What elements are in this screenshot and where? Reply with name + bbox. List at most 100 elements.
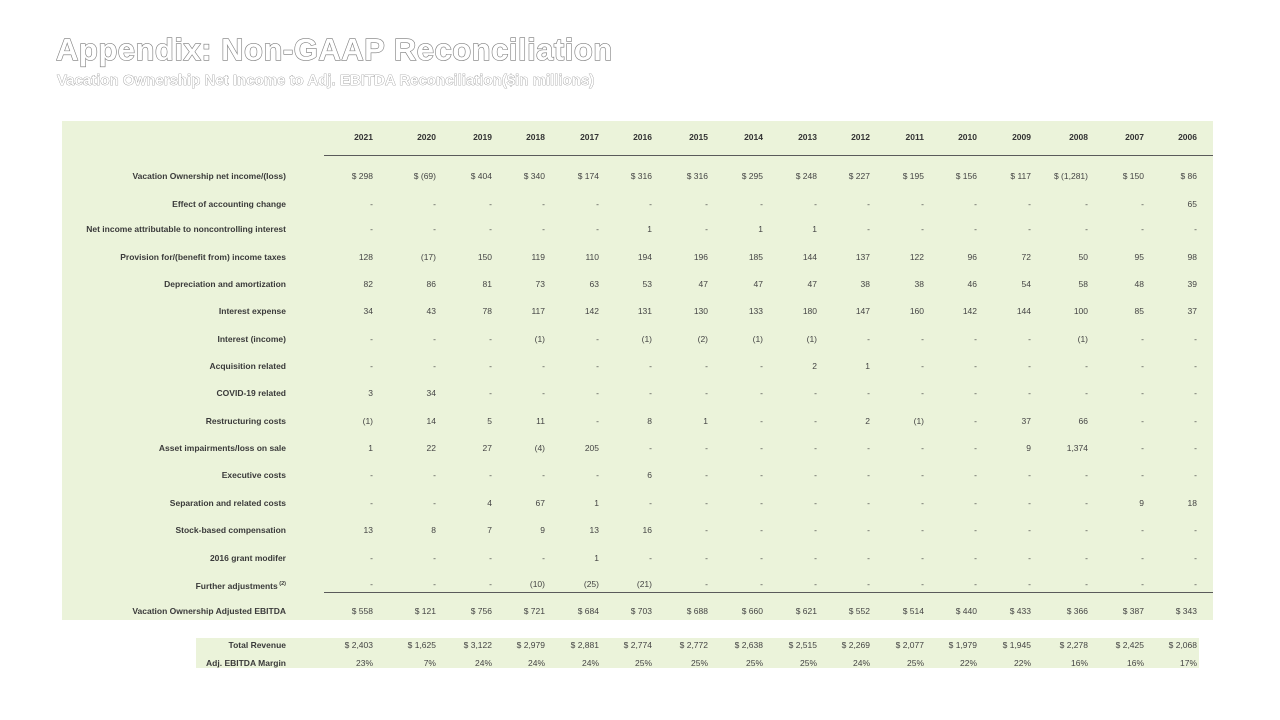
table-cell: 7% xyxy=(423,658,436,668)
year-header: 2017 xyxy=(580,132,599,142)
table-cell: 110 xyxy=(585,252,599,262)
table-cell: $ 2,772 xyxy=(679,640,708,650)
table-cell: - xyxy=(1141,224,1144,234)
reconciliation-table xyxy=(62,121,1213,620)
table-cell: - xyxy=(489,224,492,234)
table-cell: $ 3,122 xyxy=(463,640,492,650)
table-cell: - xyxy=(1085,553,1088,563)
table-cell: - xyxy=(705,579,708,589)
table-cell: - xyxy=(814,416,817,426)
table-cell: - xyxy=(921,361,924,371)
table-cell: - xyxy=(921,224,924,234)
table-cell: $ 156 xyxy=(955,171,977,181)
table-cell: - xyxy=(1194,443,1197,453)
table-cell: $ 1,625 xyxy=(407,640,436,650)
table-cell: $ 316 xyxy=(630,171,652,181)
table-cell: $ 387 xyxy=(1122,606,1144,616)
table-cell: (1) xyxy=(806,334,817,344)
table-cell: 1 xyxy=(368,443,373,453)
table-cell: $ 227 xyxy=(848,171,870,181)
table-cell: - xyxy=(433,553,436,563)
table-cell: - xyxy=(814,525,817,535)
table-cell: - xyxy=(370,498,373,508)
table-cell: 18 xyxy=(1187,498,1197,508)
table-cell: - xyxy=(1141,525,1144,535)
table-cell: - xyxy=(1141,416,1144,426)
table-cell: 160 xyxy=(909,306,924,316)
table-cell: $ 2,638 xyxy=(734,640,763,650)
table-cell: - xyxy=(1141,361,1144,371)
table-cell: - xyxy=(974,579,977,589)
table-cell: - xyxy=(433,579,436,589)
row-label-text: Adj. EBITDA Margin xyxy=(206,658,286,668)
table-cell: $ 195 xyxy=(902,171,924,181)
table-cell: $ 756 xyxy=(470,606,492,616)
table-cell: $ 404 xyxy=(470,171,492,181)
table-cell: - xyxy=(649,553,652,563)
page-title: Appendix: Non-GAAP Reconciliation xyxy=(55,31,613,67)
table-cell: (4) xyxy=(534,443,545,453)
table-cell: - xyxy=(649,361,652,371)
row-label-text: Further adjustments xyxy=(195,580,278,591)
table-cell: - xyxy=(974,470,977,480)
table-cell: - xyxy=(760,470,763,480)
table-cell: - xyxy=(370,579,373,589)
table-cell: - xyxy=(921,388,924,398)
table-cell: - xyxy=(1085,470,1088,480)
table-cell: - xyxy=(433,224,436,234)
row-label-text: COVID-19 related xyxy=(216,388,286,398)
table-cell: - xyxy=(705,199,708,209)
table-cell: 194 xyxy=(637,252,652,262)
table-cell: 58 xyxy=(1078,279,1088,289)
year-header: 2016 xyxy=(633,132,652,142)
table-cell: - xyxy=(370,224,373,234)
table-cell: - xyxy=(433,498,436,508)
table-cell: 1 xyxy=(594,498,599,508)
table-cell: 34 xyxy=(426,388,436,398)
table-cell: - xyxy=(649,199,652,209)
table-cell: $ 2,979 xyxy=(516,640,545,650)
row-label: Separation and related costs xyxy=(0,496,286,510)
row-label: Vacation Ownership Adjusted EBITDA xyxy=(0,604,286,618)
table-cell: $ 295 xyxy=(741,171,763,181)
table-cell: $ 248 xyxy=(795,171,817,181)
table-cell: - xyxy=(1028,334,1031,344)
year-header: 2018 xyxy=(526,132,545,142)
table-cell: $ 2,077 xyxy=(895,640,924,650)
table-cell: 96 xyxy=(967,252,977,262)
table-cell: 16 xyxy=(642,525,652,535)
table-cell: 119 xyxy=(531,252,545,262)
table-cell: 122 xyxy=(909,252,924,262)
table-cell: 17% xyxy=(1179,658,1197,668)
table-cell: 23% xyxy=(355,658,373,668)
table-cell: - xyxy=(649,443,652,453)
table-cell: $ 2,881 xyxy=(570,640,599,650)
table-cell: (25) xyxy=(583,579,599,589)
table-cell: $ 366 xyxy=(1066,606,1088,616)
table-cell: - xyxy=(760,525,763,535)
table-cell: - xyxy=(433,199,436,209)
table-cell: 48 xyxy=(1134,279,1144,289)
table-cell: - xyxy=(1194,388,1197,398)
table-cell: - xyxy=(1028,224,1031,234)
table-cell: 8 xyxy=(647,416,652,426)
year-header: 2008 xyxy=(1069,132,1088,142)
year-header: 2006 xyxy=(1178,132,1197,142)
row-label-text: Net income attributable to noncontrollin… xyxy=(86,224,286,234)
table-cell: 27 xyxy=(482,443,492,453)
table-cell: - xyxy=(596,334,599,344)
table-cell: - xyxy=(596,199,599,209)
table-cell: - xyxy=(1028,525,1031,535)
table-cell: - xyxy=(542,361,545,371)
table-cell: (1) xyxy=(362,416,373,426)
table-cell: - xyxy=(1085,498,1088,508)
table-cell: - xyxy=(760,553,763,563)
table-cell: 25% xyxy=(634,658,652,668)
table-cell: $ 684 xyxy=(577,606,599,616)
table-cell: 3 xyxy=(368,388,373,398)
table-cell: 4 xyxy=(487,498,492,508)
row-label-text: Total Revenue xyxy=(228,640,286,650)
table-cell: (21) xyxy=(636,579,652,589)
table-cell: - xyxy=(867,553,870,563)
table-cell: - xyxy=(705,361,708,371)
